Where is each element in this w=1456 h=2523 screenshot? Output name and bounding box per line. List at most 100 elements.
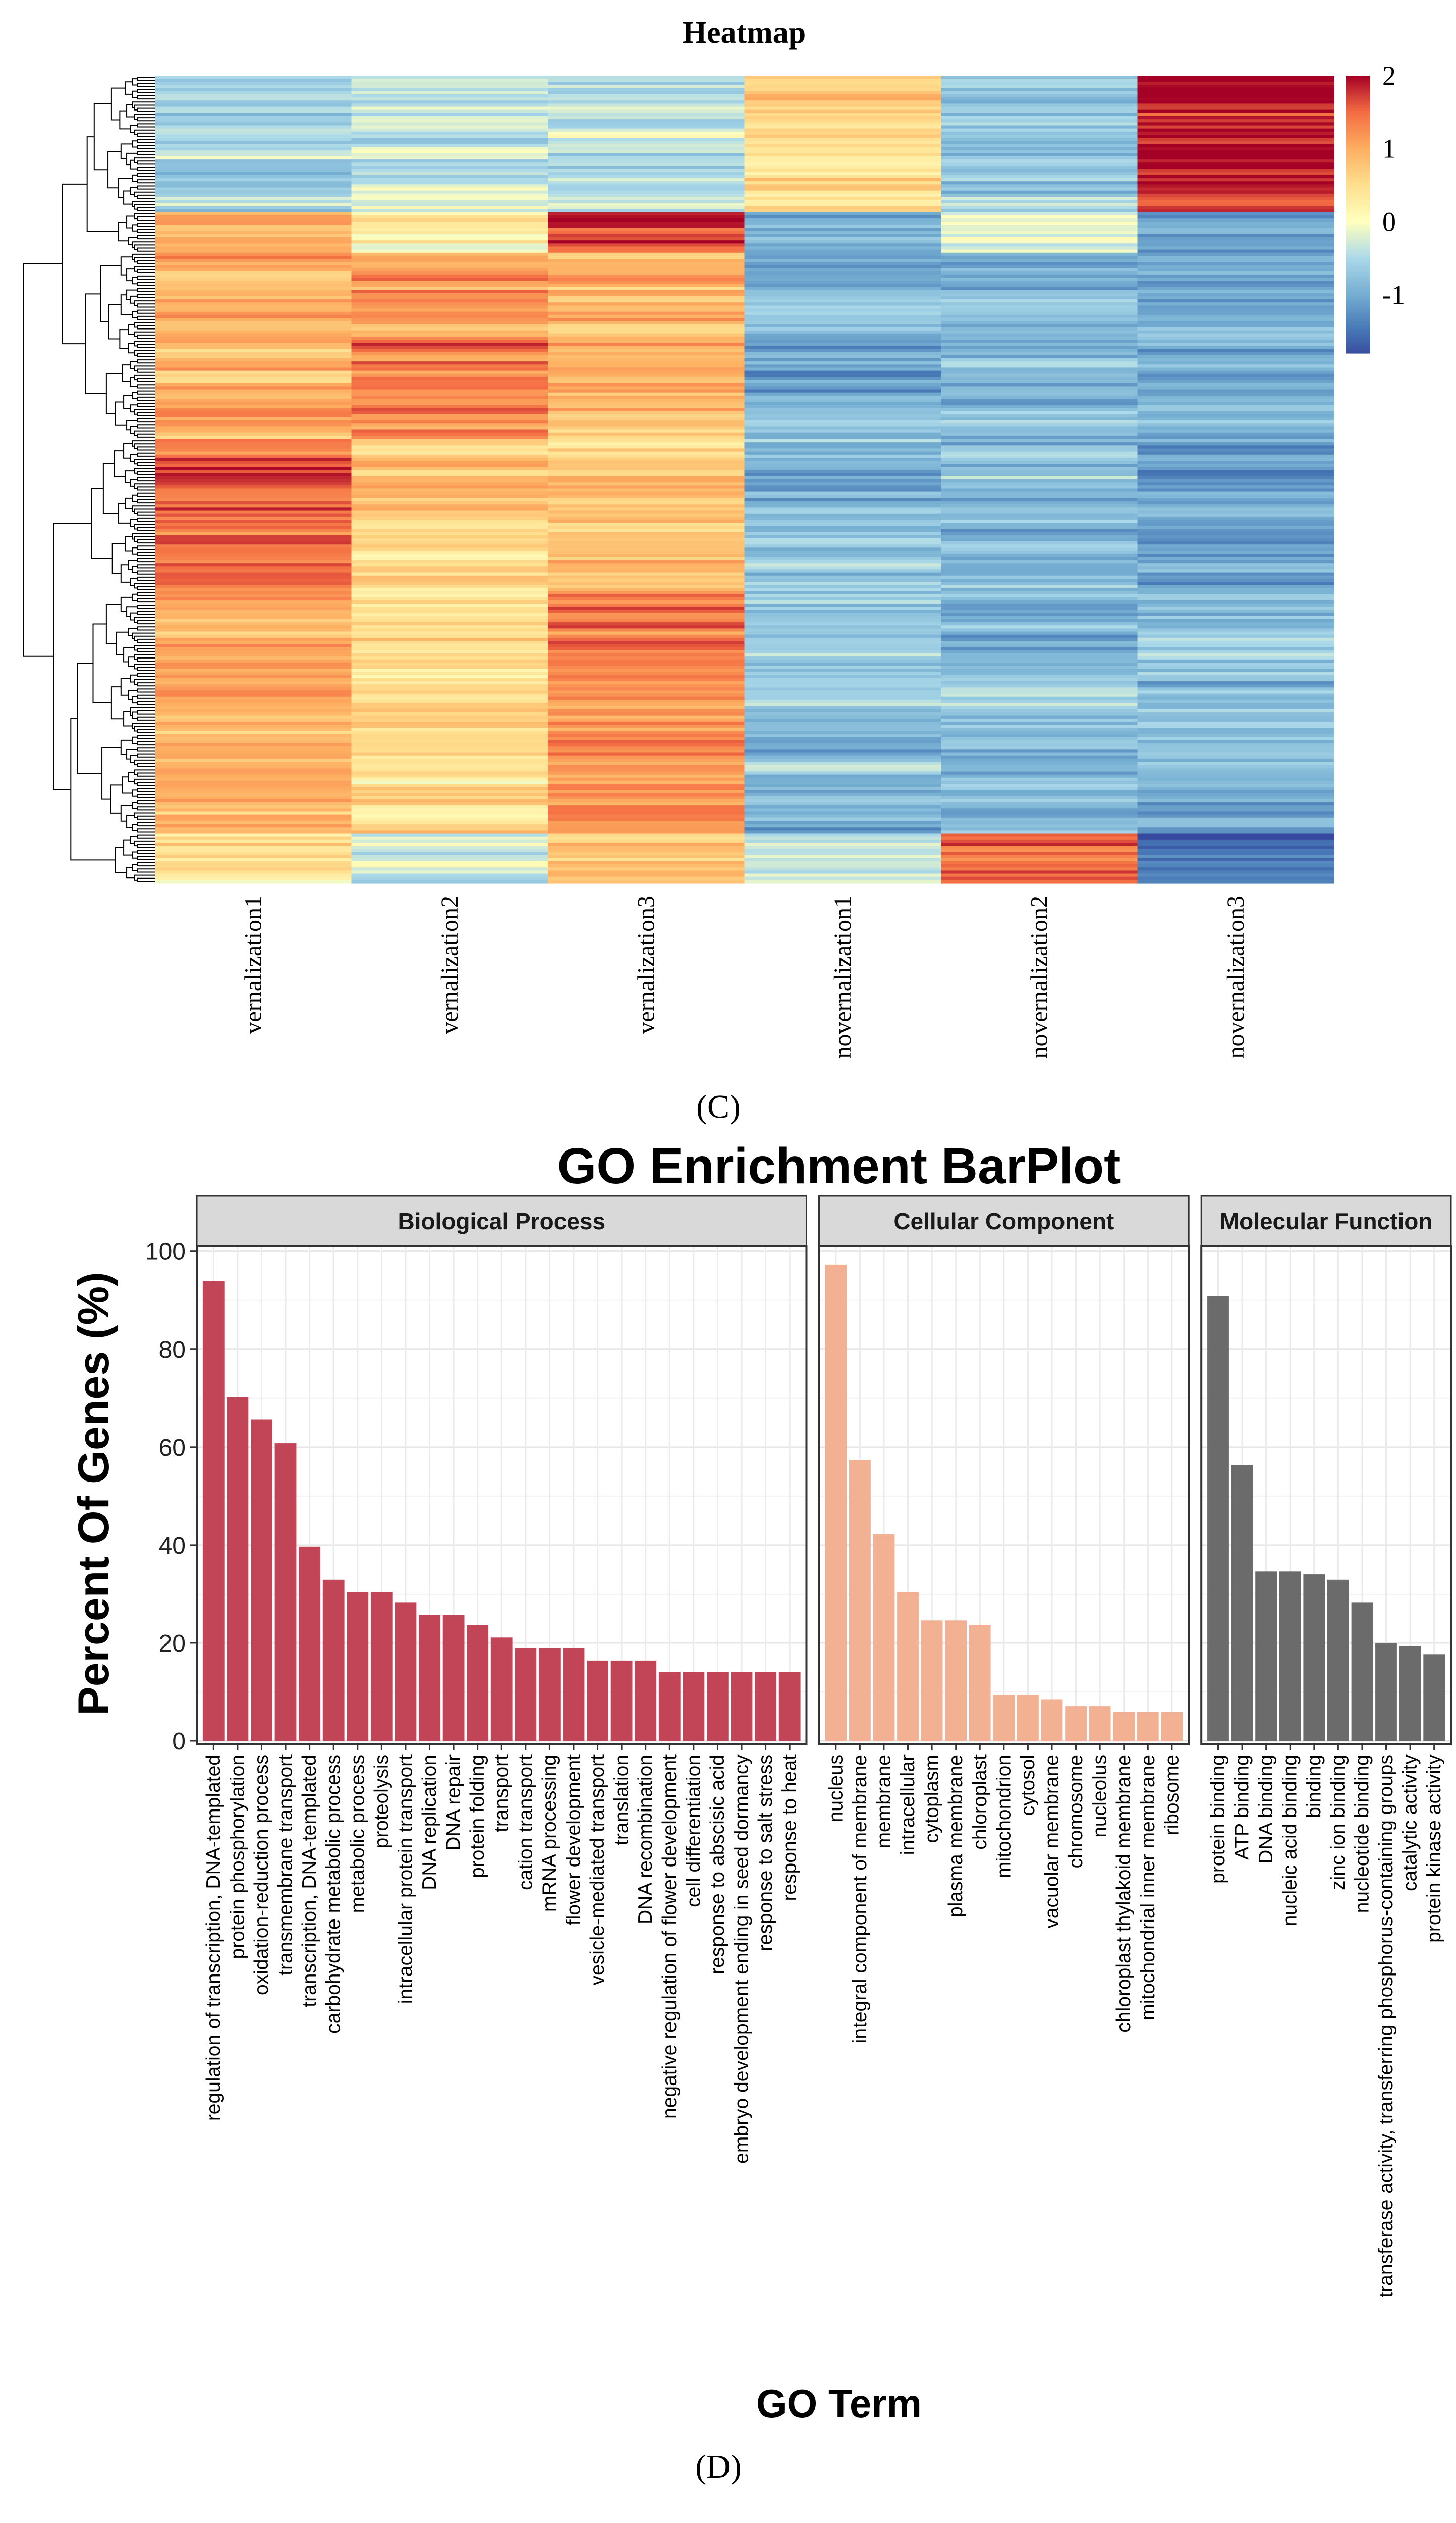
dendrogram-branch	[137, 309, 155, 314]
heatmap-cell	[351, 423, 548, 427]
colorbar-swatch	[1346, 235, 1370, 238]
heatmap-cell	[155, 560, 352, 564]
dendrogram-branch	[137, 517, 155, 522]
x-tick-label: response to heat	[779, 1754, 801, 1901]
heatmap-cell	[155, 237, 352, 241]
colorbar-swatch	[1346, 267, 1370, 270]
heatmap-cell	[548, 622, 745, 626]
heatmap-cell	[351, 479, 548, 483]
heatmap-cell	[155, 113, 352, 117]
heatmap-cell	[155, 796, 352, 800]
dendrogram-branch	[123, 711, 133, 727]
heatmap-cell	[155, 622, 352, 626]
heatmap-cell	[941, 88, 1138, 92]
heatmap-cell	[1137, 656, 1334, 660]
heatmap-cell	[351, 790, 548, 794]
dendrogram-branch	[137, 396, 155, 401]
heatmap-cell	[155, 420, 352, 424]
heatmap-cell	[351, 817, 548, 821]
heatmap-cell	[155, 681, 352, 685]
colorbar-swatch	[1346, 284, 1370, 287]
heatmap-cell	[351, 535, 548, 539]
heatmap-cell	[941, 311, 1138, 315]
heatmap-cell	[744, 76, 941, 79]
heatmap-cell	[744, 520, 941, 523]
heatmap-cell	[1137, 836, 1334, 840]
bar	[1399, 1646, 1421, 1741]
heatmap-cell	[548, 728, 745, 732]
heatmap-cell	[1137, 327, 1334, 331]
heatmap-cell	[744, 417, 941, 421]
heatmap-cell	[744, 485, 941, 489]
heatmap-cell	[1137, 109, 1334, 114]
dendrogram-branch	[137, 570, 155, 575]
heatmap-cell	[1137, 510, 1334, 514]
heatmap-cell	[1137, 755, 1334, 759]
heatmap-cell	[155, 532, 352, 536]
heatmap-cell	[351, 752, 548, 756]
heatmap-cell	[155, 839, 352, 843]
heatmap-cell	[155, 849, 352, 853]
heatmap-cell	[1137, 740, 1334, 744]
heatmap-cell	[744, 383, 941, 387]
heatmap-cell	[1137, 215, 1334, 219]
heatmap-cell	[155, 873, 352, 877]
heatmap-cell	[155, 296, 352, 300]
bar	[1231, 1465, 1253, 1741]
heatmap-cell	[548, 405, 745, 409]
heatmap-cell	[548, 699, 745, 703]
heatmap-cell	[1137, 607, 1334, 611]
heatmap-cell	[155, 85, 352, 89]
heatmap-cell	[1137, 479, 1334, 483]
heatmap-cell	[941, 79, 1138, 82]
heatmap-cell	[351, 693, 548, 697]
heatmap-cell	[548, 625, 745, 629]
colorbar-swatch	[1346, 154, 1370, 157]
heatmap-cell	[351, 187, 548, 191]
dendrogram-branch	[130, 159, 138, 170]
heatmap-cell	[548, 578, 745, 582]
dendrogram-branch	[132, 802, 138, 809]
heatmap-cell	[155, 799, 352, 803]
heatmap-cell	[744, 225, 941, 229]
heatmap-cell	[941, 162, 1138, 167]
heatmap-cell	[351, 141, 548, 144]
dendrogram-branch	[128, 560, 138, 570]
heatmap-cell	[941, 597, 1138, 601]
column-label: vernalization2	[436, 896, 463, 1034]
heatmap-cell	[155, 451, 352, 455]
x-tick-label: catalytic activity	[1399, 1754, 1421, 1891]
heatmap-cell	[548, 435, 745, 440]
heatmap-cell	[744, 563, 941, 567]
heatmap-cell	[744, 451, 941, 455]
heatmap-cell	[155, 358, 352, 362]
heatmap-cell	[941, 448, 1138, 452]
heatmap-cell	[548, 367, 745, 371]
heatmap-cell	[1137, 166, 1334, 170]
dendrogram-branch	[132, 440, 155, 447]
heatmap-cell	[351, 131, 548, 135]
heatmap-cell	[351, 802, 548, 806]
heatmap-cell	[744, 684, 941, 688]
heatmap-cell	[941, 771, 1138, 775]
heatmap-cell	[744, 774, 941, 778]
heatmap-cell	[351, 811, 548, 815]
colorbar-swatch	[1346, 263, 1370, 266]
heatmap-cell	[1137, 370, 1334, 374]
heatmap-cell	[155, 402, 352, 405]
x-tick-label: metabolic process	[347, 1754, 368, 1913]
heatmap-cell	[744, 805, 941, 809]
colorbar-swatch	[1346, 131, 1370, 134]
heatmap-cell	[1137, 131, 1334, 135]
heatmap-cell	[351, 650, 548, 654]
heatmap-cell	[548, 414, 745, 418]
heatmap-cell	[548, 843, 745, 846]
dendrogram-branch	[137, 235, 155, 240]
dendrogram-branch	[137, 688, 155, 693]
heatmap-cell	[548, 687, 745, 691]
heatmap-cell	[1137, 287, 1334, 291]
dendrogram-branch	[137, 390, 155, 395]
dendrogram-branch	[137, 344, 155, 348]
colorbar-swatch	[1346, 170, 1370, 174]
